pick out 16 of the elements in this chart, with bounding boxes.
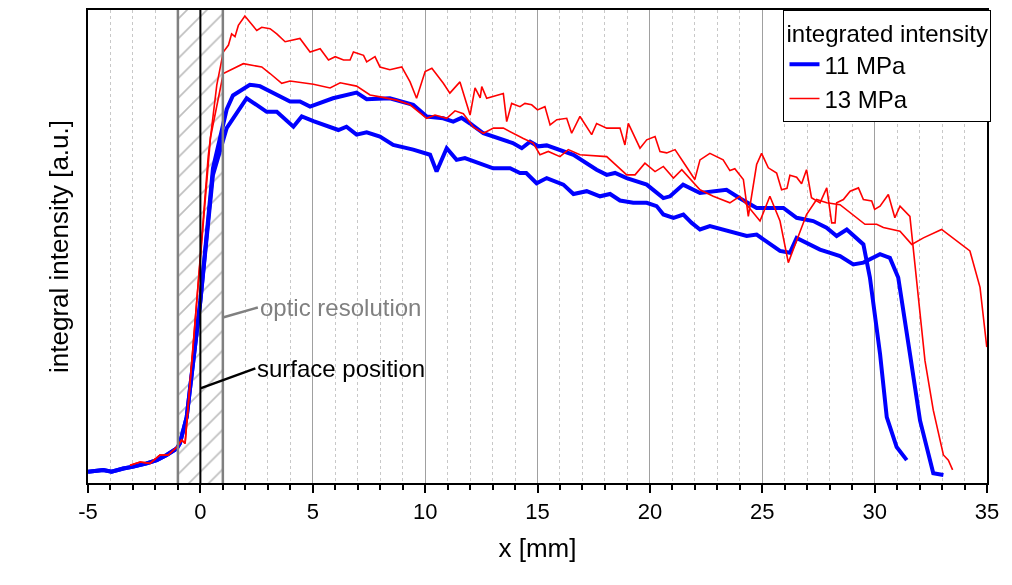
x-tick-label: 35 [974,499,1000,525]
x-tick-label: 15 [525,499,550,525]
x-tick-label: 10 [412,499,438,525]
y-axis-title: integral intensity [a.u.] [43,120,74,373]
x-tick-label: 0 [194,499,207,525]
x-tick-label: -5 [78,499,98,525]
legend-label: 11 MPa [824,51,907,79]
ref-line-label: surface position [257,355,426,382]
legend-label: 13 MPa [824,85,908,113]
x-tick-label: 5 [306,499,319,525]
x-axis-title: x [mm] [498,532,577,563]
x-tick-label: 20 [637,499,663,525]
x-tick-label: 25 [750,499,775,525]
x-tick-label: 30 [862,499,887,525]
legend-title: integrated intensity [786,20,988,48]
band-label: optic resolution [260,294,422,321]
